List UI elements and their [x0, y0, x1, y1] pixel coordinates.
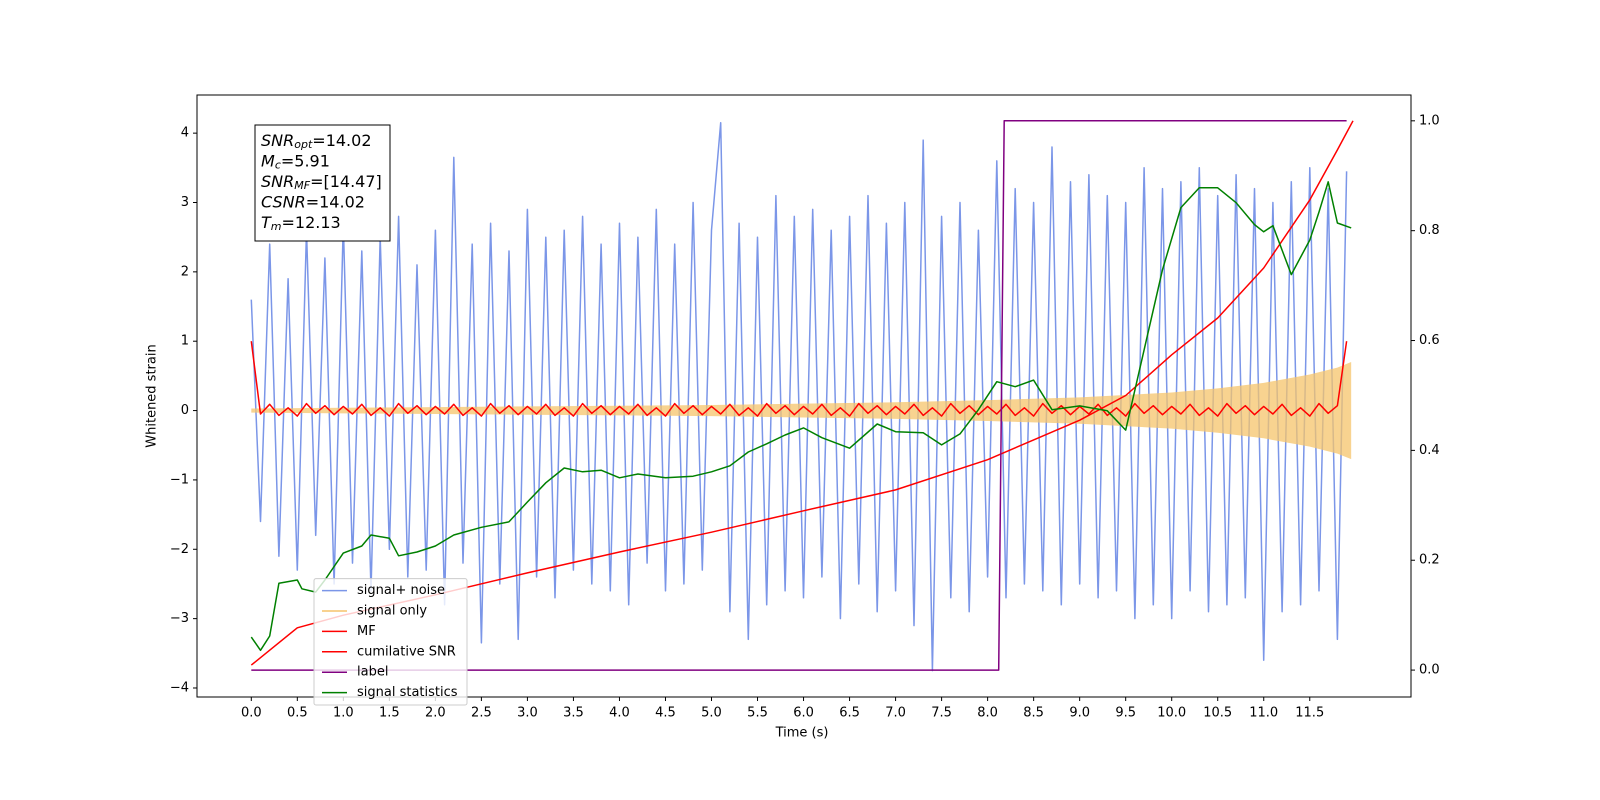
y2-tick-label: 0.0 — [1419, 663, 1440, 678]
signal-band — [251, 362, 1352, 460]
annotation: SNRopt=14.02 — [261, 131, 372, 152]
x-tick-label: 1.0 — [333, 706, 354, 721]
annotation-box: SNRopt=14.02Mc=5.91SNRMF=[14.47]CSNR=14.… — [254, 124, 391, 242]
legend: signal+ noise signal only MF cumilative SNR… — [313, 578, 468, 706]
x-tick-label: 4.0 — [609, 706, 630, 721]
annotation-value: =12.13 — [282, 213, 341, 232]
annotation-symbol: M — [261, 151, 275, 170]
annotation-value: =14.02 — [312, 131, 371, 150]
annotation-subscript: m — [271, 220, 282, 233]
annotation-subscript: c — [275, 159, 281, 172]
annotation-symbol: SNR — [261, 172, 294, 191]
y-tick-label: −3 — [170, 611, 189, 626]
x-tick-label: 3.5 — [563, 706, 584, 721]
series-line — [251, 120, 1347, 671]
y-tick-label: 4 — [181, 126, 189, 141]
x-tick-label: 8.0 — [977, 706, 998, 721]
y2-tick-label: 0.8 — [1419, 223, 1440, 238]
legend-label: signal only — [357, 604, 427, 619]
annotation: SNRMF=[14.47] — [261, 172, 382, 193]
x-tick-label: 10.0 — [1157, 706, 1186, 721]
annotation-value: =[14.47] — [310, 172, 382, 191]
x-tick-label: 5.0 — [701, 706, 722, 721]
legend-label: cumilative SNR — [357, 644, 456, 659]
legend-frame — [313, 578, 468, 706]
x-tick-label: 6.5 — [839, 706, 860, 721]
y-tick-label: −4 — [170, 680, 189, 695]
y-axis-label: Whitened strain — [145, 344, 160, 447]
annotation-subscript: opt — [294, 138, 313, 151]
x-tick-label: 4.5 — [655, 706, 676, 721]
series-line — [250, 341, 1348, 417]
annotation-subscript: MF — [294, 179, 310, 192]
x-tick-label: 2.0 — [425, 706, 446, 721]
x-axis-label: Time (s) — [775, 726, 829, 741]
y-tick-label: −1 — [170, 472, 189, 487]
y-tick-label: 0 — [181, 403, 189, 418]
annotation-symbol: CSNR — [261, 192, 306, 211]
annotation: Mc=5.91 — [261, 151, 330, 172]
legend-label: signal+ noise — [357, 583, 445, 598]
y2-tick-label: 1.0 — [1419, 113, 1440, 128]
annotation: CSNR=14.02 — [261, 192, 365, 211]
legend-label: MF — [357, 624, 376, 639]
x-tick-label: 10.5 — [1203, 706, 1232, 721]
annotation-value: =5.91 — [281, 151, 330, 170]
x-tick-label: 11.0 — [1249, 706, 1278, 721]
annotation: Tm=12.13 — [261, 213, 341, 234]
series-line — [250, 181, 1352, 652]
x-tick-label: 8.5 — [1023, 706, 1044, 721]
annotation-frame — [254, 124, 391, 242]
x-tick-label: 2.5 — [471, 706, 492, 721]
x-tick-label: 5.5 — [747, 706, 768, 721]
legend-label: label — [357, 665, 388, 680]
y2-tick-label: 0.2 — [1419, 553, 1440, 568]
x-tick-label: 9.0 — [1069, 706, 1090, 721]
annotation-symbol: SNR — [261, 131, 294, 150]
x-tick-label: 9.5 — [1115, 706, 1136, 721]
x-tick-label: 1.5 — [379, 706, 400, 721]
y-tick-label: 1 — [181, 334, 189, 349]
x-tick-label: 3.0 — [517, 706, 538, 721]
x-tick-label: 0.5 — [287, 706, 308, 721]
y-tick-label: −2 — [170, 542, 189, 557]
x-tick-label: 7.5 — [931, 706, 952, 721]
y2-tick-label: 0.4 — [1419, 443, 1440, 458]
annotation-symbol: T — [261, 213, 272, 232]
x-tick-label: 7.0 — [885, 706, 906, 721]
legend-label: signal statistics — [357, 685, 458, 700]
x-tick-label: 6.0 — [793, 706, 814, 721]
annotation-value: =14.02 — [306, 192, 365, 211]
x-tick-label: 11.5 — [1295, 706, 1324, 721]
y-tick-label: 3 — [181, 195, 189, 210]
x-tick-label: 0.0 — [241, 706, 262, 721]
y-tick-label: 2 — [181, 264, 189, 279]
y2-tick-label: 0.6 — [1419, 333, 1440, 348]
